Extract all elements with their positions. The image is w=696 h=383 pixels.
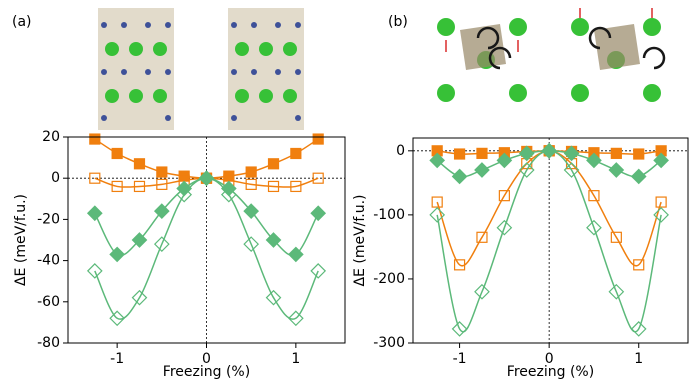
y-tick-label: -60 bbox=[37, 294, 60, 310]
marker bbox=[269, 159, 279, 169]
marker bbox=[134, 159, 144, 169]
y-axis-label: ΔE (meV/f.u.) bbox=[352, 194, 368, 286]
marker bbox=[477, 148, 487, 158]
marker bbox=[90, 134, 100, 144]
marker bbox=[157, 167, 167, 177]
marker bbox=[634, 149, 644, 159]
y-tick-label: -300 bbox=[373, 335, 405, 351]
y-tick-label: -80 bbox=[37, 335, 60, 351]
marker bbox=[112, 148, 122, 158]
panel-label: (b) bbox=[388, 14, 408, 30]
marker bbox=[609, 163, 623, 177]
marker bbox=[455, 149, 465, 159]
marker bbox=[453, 169, 467, 183]
series-line bbox=[437, 151, 661, 266]
y-tick-label: 20 bbox=[42, 129, 60, 145]
marker bbox=[246, 167, 256, 177]
x-axis-label: Freezing (%) bbox=[163, 364, 250, 380]
x-tick-label: -1 bbox=[453, 351, 467, 367]
y-axis-label: ΔE (meV/f.u.) bbox=[13, 194, 29, 286]
marker bbox=[311, 206, 325, 220]
marker bbox=[88, 206, 102, 220]
plot-frame bbox=[68, 137, 345, 343]
crystal-structures bbox=[98, 8, 664, 130]
series-line bbox=[437, 151, 661, 332]
marker bbox=[475, 163, 489, 177]
y-tick-label: -20 bbox=[37, 211, 60, 227]
y-tick-label: -200 bbox=[373, 271, 405, 287]
x-tick-label: 1 bbox=[291, 351, 300, 367]
marker bbox=[313, 134, 323, 144]
marker bbox=[656, 197, 666, 207]
y-tick-label: -100 bbox=[373, 207, 405, 223]
marker bbox=[291, 148, 301, 158]
y-tick-label: -40 bbox=[37, 253, 60, 269]
x-tick-label: -1 bbox=[110, 351, 124, 367]
marker bbox=[632, 169, 646, 183]
marker bbox=[611, 148, 621, 158]
panel-label: (a) bbox=[12, 14, 32, 30]
x-axis-label: Freezing (%) bbox=[507, 364, 594, 380]
x-tick-label: 1 bbox=[634, 351, 643, 367]
y-tick-label: 0 bbox=[51, 170, 60, 186]
figure: -101-80-60-40-20020Freezing (%)ΔE (meV/f… bbox=[0, 0, 696, 383]
y-tick-label: 0 bbox=[396, 143, 405, 159]
